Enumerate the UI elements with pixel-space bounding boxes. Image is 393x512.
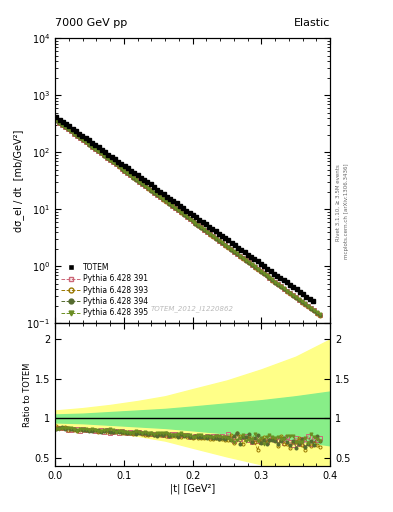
Pythia 6.428 391 [279, 284, 284, 290]
Y-axis label: dσ_el / dt  [mb/GeV²]: dσ_el / dt [mb/GeV²] [13, 130, 24, 232]
Pythia 6.428 395 [237, 252, 242, 259]
Pythia 6.428 391 [237, 253, 242, 259]
Pythia 6.428 395 [279, 283, 284, 289]
Text: Elastic: Elastic [294, 18, 330, 28]
Pythia 6.428 395 [134, 176, 139, 182]
Pythia 6.428 393 [306, 304, 310, 310]
TOTEM [54, 114, 59, 120]
Y-axis label: Ratio to TOTEM: Ratio to TOTEM [23, 362, 32, 427]
TOTEM [210, 226, 215, 232]
Pythia 6.428 391 [318, 312, 322, 318]
Text: TOTEM_2012_I1220862: TOTEM_2012_I1220862 [151, 305, 234, 312]
Text: Rivet 3.1.10, ≥ 3.5M events: Rivet 3.1.10, ≥ 3.5M events [336, 164, 341, 241]
Line: Pythia 6.428 391: Pythia 6.428 391 [55, 119, 321, 316]
TOTEM [220, 233, 224, 239]
Pythia 6.428 393 [237, 253, 242, 260]
Pythia 6.428 393 [90, 144, 94, 150]
Pythia 6.428 393 [273, 280, 278, 286]
Pythia 6.428 391 [90, 144, 94, 150]
Text: 7000 GeV pp: 7000 GeV pp [55, 18, 127, 28]
TOTEM [207, 224, 211, 230]
Pythia 6.428 395 [273, 279, 278, 285]
Text: mcplots.cern.ch [arXiv:1306.3436]: mcplots.cern.ch [arXiv:1306.3436] [344, 164, 349, 260]
Line: Pythia 6.428 395: Pythia 6.428 395 [55, 119, 321, 316]
Pythia 6.428 393 [54, 117, 59, 123]
Pythia 6.428 395 [306, 303, 310, 309]
Pythia 6.428 394 [54, 117, 59, 123]
Pythia 6.428 394 [90, 144, 94, 150]
TOTEM [281, 278, 286, 284]
Pythia 6.428 394 [273, 280, 278, 286]
Pythia 6.428 394 [237, 253, 242, 259]
Pythia 6.428 393 [279, 284, 284, 290]
Legend: TOTEM, Pythia 6.428 391, Pythia 6.428 393, Pythia 6.428 394, Pythia 6.428 395: TOTEM, Pythia 6.428 391, Pythia 6.428 39… [59, 261, 151, 319]
TOTEM [310, 298, 315, 304]
Pythia 6.428 395 [54, 117, 59, 123]
Pythia 6.428 391 [273, 279, 278, 285]
Pythia 6.428 393 [318, 313, 322, 319]
TOTEM [230, 240, 234, 246]
Pythia 6.428 391 [54, 117, 59, 123]
Pythia 6.428 393 [134, 177, 139, 183]
Line: Pythia 6.428 394: Pythia 6.428 394 [55, 119, 321, 317]
Pythia 6.428 391 [134, 176, 139, 182]
Pythia 6.428 395 [318, 311, 322, 317]
Pythia 6.428 394 [279, 284, 284, 290]
X-axis label: |t| [GeV²]: |t| [GeV²] [170, 483, 215, 494]
Pythia 6.428 394 [318, 312, 322, 318]
Line: TOTEM: TOTEM [54, 115, 315, 304]
Pythia 6.428 394 [306, 304, 310, 310]
Pythia 6.428 394 [134, 177, 139, 183]
Line: Pythia 6.428 393: Pythia 6.428 393 [55, 119, 321, 317]
Pythia 6.428 391 [306, 303, 310, 309]
Pythia 6.428 395 [90, 143, 94, 150]
TOTEM [168, 196, 173, 202]
